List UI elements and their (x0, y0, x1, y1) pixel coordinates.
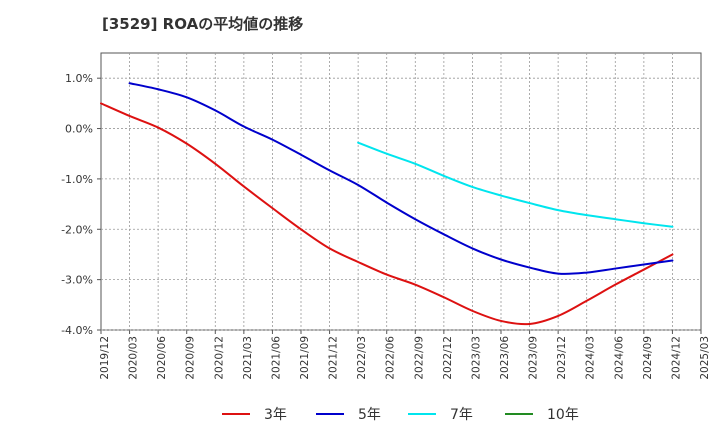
y-tick-label: -3.0% (61, 274, 93, 287)
x-tick-label: 2021/09 (299, 336, 311, 380)
x-tick-label: 2023/12 (556, 336, 568, 380)
legend-label-1: 3年 (264, 407, 287, 423)
y-tick-label: -4.0% (61, 324, 93, 337)
x-tick-label: 2024/03 (585, 336, 597, 380)
x-tick-label: 2020/09 (185, 336, 197, 380)
legend-label-3: 7年 (450, 407, 473, 423)
x-tick-label: 2024/09 (642, 336, 654, 380)
x-tick-label: 2020/06 (156, 336, 168, 380)
x-tick-label: 2024/12 (670, 336, 682, 380)
y-tick-label: 0.0% (65, 123, 93, 136)
series-line-3 (357, 141, 674, 228)
x-tick-label: 2022/06 (385, 336, 397, 380)
legend-label-4: 10年 (547, 407, 579, 423)
x-tick-label: 2023/03 (470, 336, 482, 380)
chart-title: [3529] ROAの平均値の推移 (102, 15, 304, 33)
x-tick-label: 2021/06 (270, 336, 282, 380)
plot-area (100, 52, 702, 331)
x-tick-label: 2022/09 (413, 336, 425, 380)
x-tick-label: 2020/03 (128, 336, 140, 380)
x-tick-label: 2022/03 (356, 336, 368, 380)
x-tick-label: 2021/03 (242, 336, 254, 380)
legend-label-2: 5年 (358, 407, 381, 423)
x-tick-label: 2023/06 (499, 336, 511, 380)
series-line-1 (100, 102, 674, 326)
y-tick-label: -1.0% (61, 173, 93, 186)
series-line-2 (128, 82, 674, 275)
x-tick-label: 2023/09 (528, 336, 540, 380)
y-tick-label: -2.0% (61, 223, 93, 236)
x-tick-label: 2020/12 (213, 336, 225, 380)
x-tick-label: 2024/06 (613, 336, 625, 380)
x-tick-label: 2025/03 (699, 336, 711, 380)
y-tick-label: 1.0% (65, 72, 93, 85)
x-tick-label: 2022/12 (442, 336, 454, 380)
x-tick-label: 2019/12 (99, 336, 111, 380)
x-tick-label: 2021/12 (328, 336, 340, 380)
